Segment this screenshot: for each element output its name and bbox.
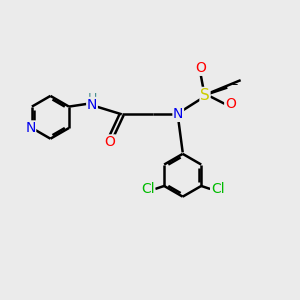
Text: H: H (87, 92, 97, 105)
Text: O: O (195, 61, 206, 75)
Text: –: – (232, 78, 238, 91)
Text: Cl: Cl (211, 182, 224, 196)
Text: O: O (104, 135, 115, 149)
Text: S: S (200, 88, 210, 103)
Text: N: N (87, 98, 97, 112)
Text: Cl: Cl (141, 182, 154, 196)
Text: O: O (225, 97, 236, 111)
Text: N: N (173, 107, 183, 121)
Text: N: N (25, 121, 36, 135)
